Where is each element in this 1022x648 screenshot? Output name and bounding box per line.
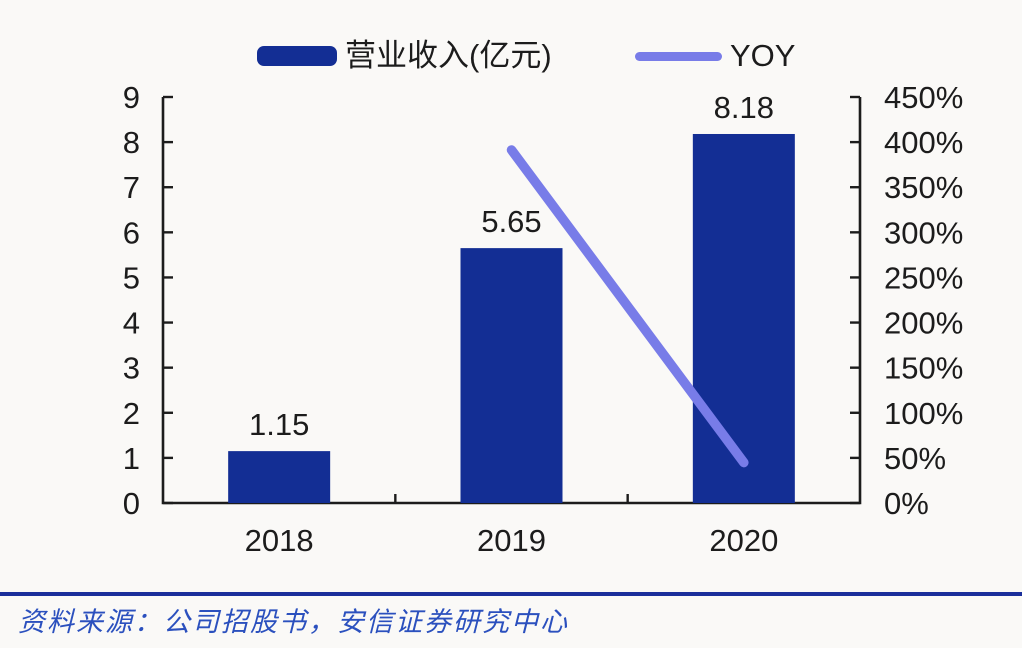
source-text: 资料来源：公司招股书，安信证券研究中心: [18, 607, 569, 637]
yoy-line-swatch-icon: [635, 51, 722, 61]
x-axis-category-label: 2019: [477, 523, 546, 558]
left-axis-tick-label: 9: [123, 80, 140, 115]
bar-2020: [692, 133, 795, 504]
bar-value-label: 8.18: [714, 90, 774, 125]
right-axis-tick-label: 150%: [884, 351, 963, 386]
x-axis-category-label: 2018: [245, 523, 314, 558]
yoy-legend-label: YOY: [730, 38, 796, 73]
footer-rule: [0, 592, 1022, 596]
left-axis-tick-label: 3: [123, 351, 140, 386]
combo-chart: 0 1 2 3 4 5 6 7 8 9 0% 50% 100% 150% 200% 250% 300% 350% 4…: [123, 80, 964, 558]
right-axis-tick-label: 250%: [884, 260, 963, 295]
left-axis-tick-label: 4: [123, 306, 140, 341]
legend-item-revenue: 营业收入(亿元): [257, 39, 552, 73]
right-axis-tick-label: 300%: [884, 215, 963, 250]
right-axis-tick-label: 200%: [884, 306, 963, 341]
left-axis-tick-label: 6: [123, 215, 140, 250]
yoy-line: [506, 145, 749, 468]
right-axis-tick-label: 450%: [884, 80, 963, 115]
left-axis-tick-label: 1: [123, 441, 140, 476]
right-axis-tick-label: 350%: [884, 170, 963, 205]
bar-value-label: 1.15: [249, 407, 309, 442]
x-axis-category-label: 2020: [709, 523, 778, 558]
revenue-bar-swatch-icon: [257, 46, 337, 66]
bar-2018: [228, 451, 331, 503]
right-axis-tick-label: 50%: [884, 441, 946, 476]
right-axis-tick-label: 400%: [884, 125, 963, 160]
left-axis-tick-label: 8: [123, 125, 140, 160]
bar-value-label: 5.65: [481, 204, 541, 239]
right-axis-tick-label: 0%: [884, 486, 929, 521]
legend-item-yoy: YOY: [635, 39, 795, 73]
left-axis-tick-label: 2: [123, 396, 140, 431]
left-axis-tick-label: 5: [123, 260, 140, 295]
left-axis-tick-label: 0: [123, 486, 140, 521]
revenue-legend-label: 营业收入(亿元): [345, 38, 552, 73]
bar-2019: [460, 248, 563, 503]
left-axis-tick-label: 7: [123, 170, 140, 205]
right-axis-tick-label: 100%: [884, 396, 963, 431]
